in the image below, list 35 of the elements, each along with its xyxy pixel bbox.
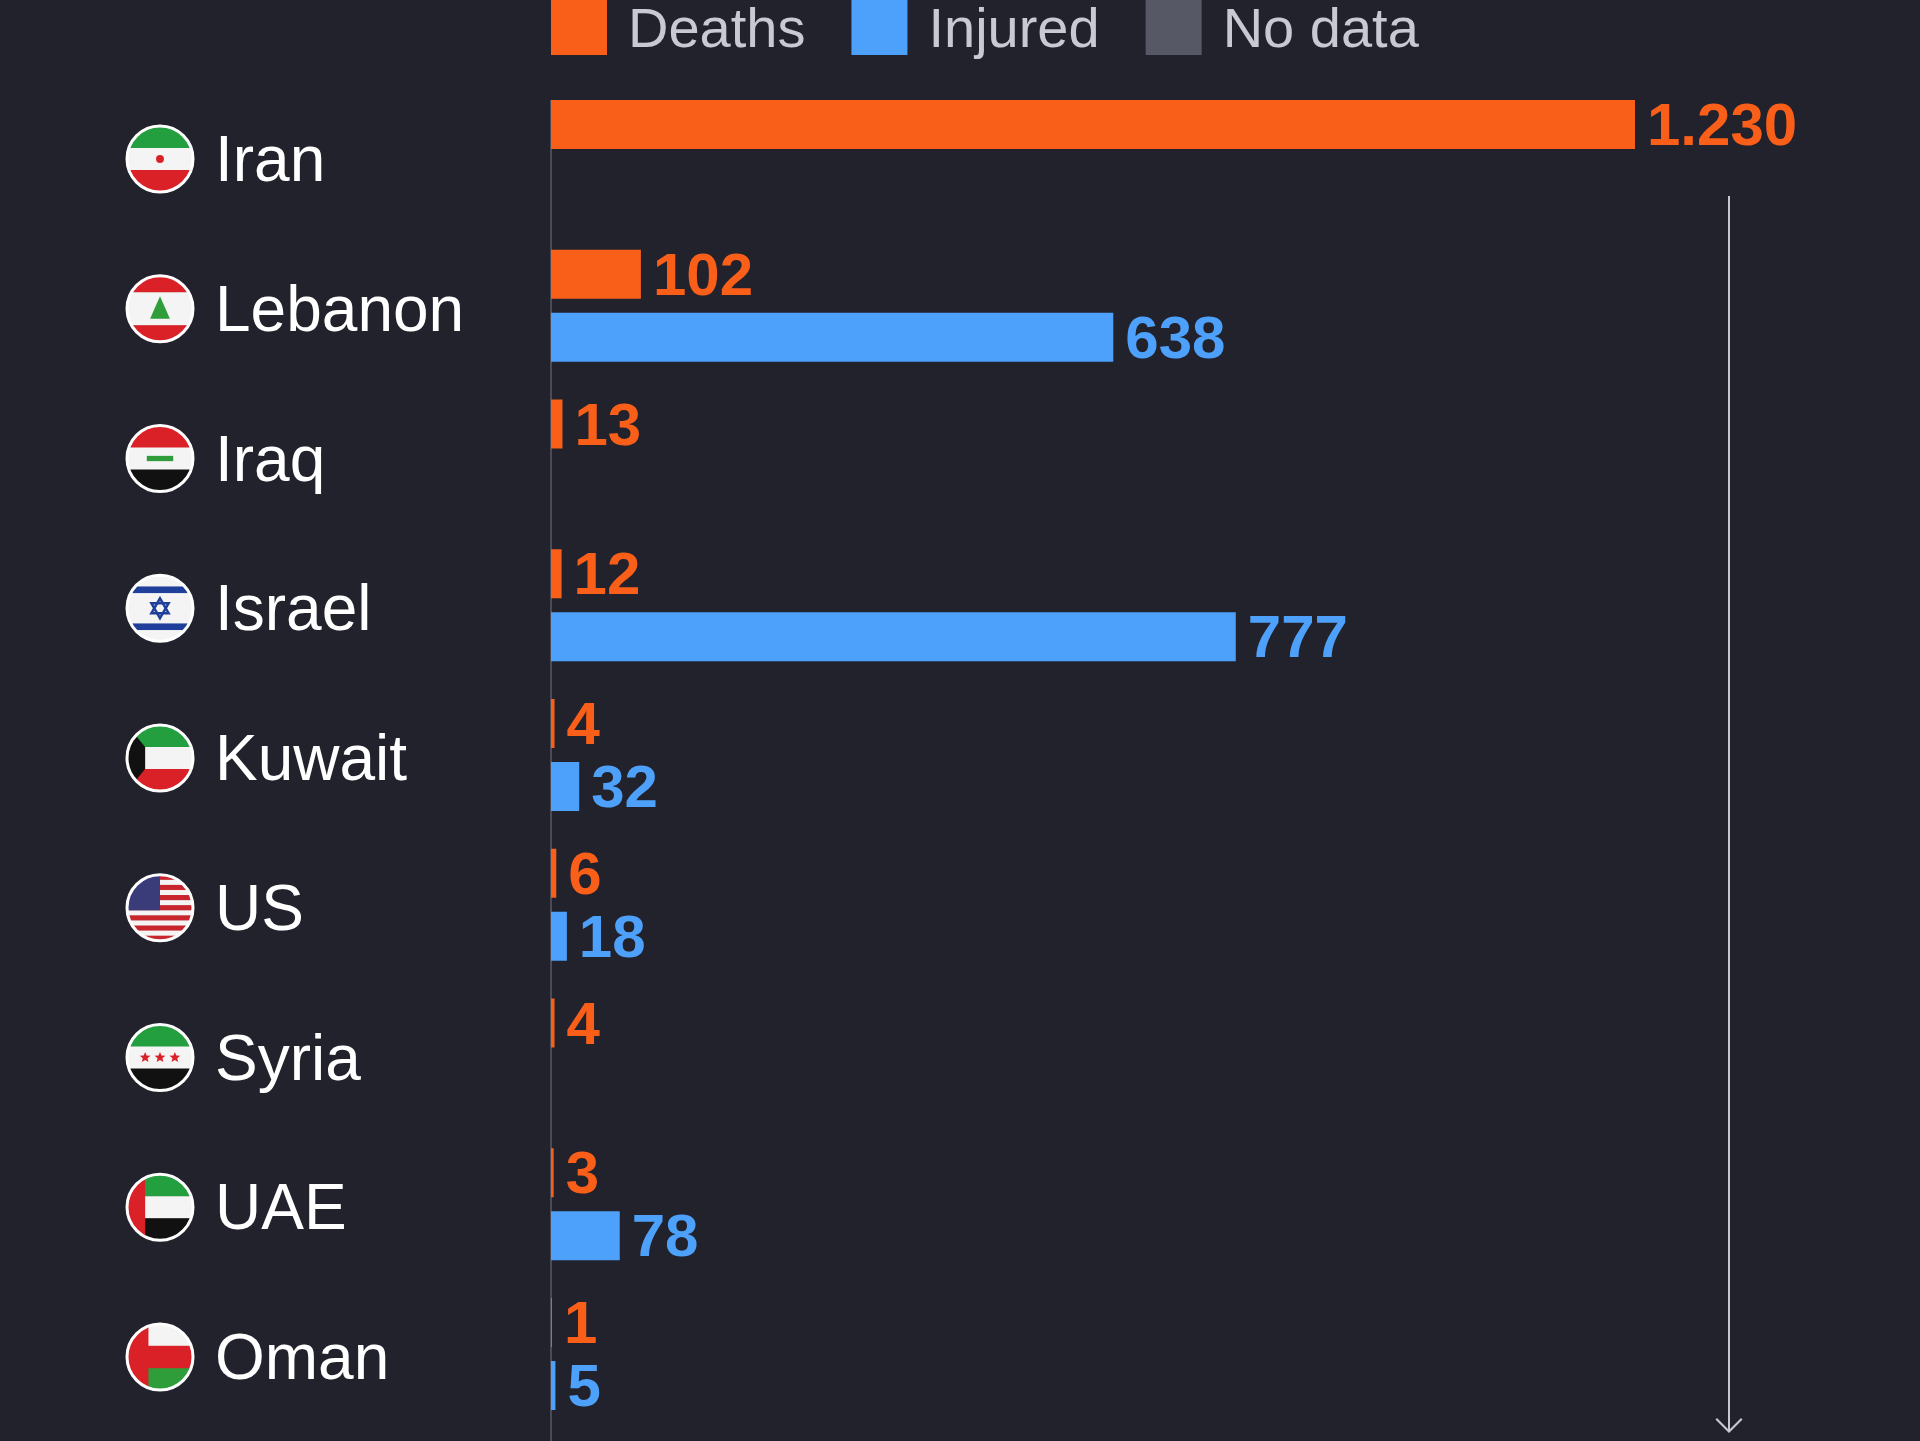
y-tick-label: Syria <box>215 1021 362 1094</box>
data-label: 102 <box>652 240 753 308</box>
bar <box>551 1148 554 1198</box>
y-tick-label: Iran <box>215 123 326 195</box>
data-label: 1.230 <box>1647 91 1798 158</box>
y-tick-label: Kuwait <box>215 722 408 794</box>
data-label: 13 <box>574 390 642 458</box>
data-label: 638 <box>1125 303 1226 371</box>
data-label: 78 <box>631 1202 699 1270</box>
data-label: 3 <box>565 1139 600 1207</box>
legend-label: Injured <box>928 0 1100 59</box>
bar <box>551 100 1635 149</box>
bar <box>551 699 555 748</box>
bar <box>551 998 555 1048</box>
data-label: 12 <box>573 540 641 608</box>
bar <box>551 249 641 299</box>
bar <box>551 848 557 898</box>
bar <box>551 1211 620 1261</box>
bar <box>551 612 1236 662</box>
y-tick-label: Israel <box>215 572 372 645</box>
y-tick-label: UAE <box>215 1171 347 1244</box>
legend-label: No data <box>1222 0 1420 59</box>
data-label: 4 <box>566 989 601 1057</box>
y-tick-label: Oman <box>215 1321 390 1393</box>
y-tick-label: Lebanon <box>215 272 465 345</box>
bar <box>551 911 567 961</box>
bar <box>551 312 1114 362</box>
bar <box>551 1361 556 1410</box>
y-tick-label: US <box>215 871 304 944</box>
bar <box>551 399 563 449</box>
y-tick-label: Iraq <box>215 422 326 495</box>
bar <box>551 549 562 599</box>
data-label: 777 <box>1247 603 1348 671</box>
legend-label: Deaths <box>628 0 806 59</box>
bar <box>551 762 580 811</box>
